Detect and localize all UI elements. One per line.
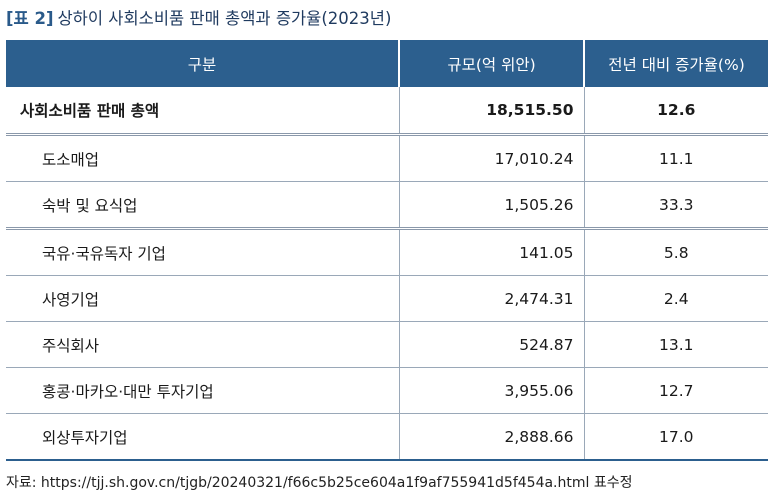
row-label: 사회소비품 판매 총액 — [6, 87, 399, 136]
row-growth: 33.3 — [583, 181, 768, 230]
row-label: 외상투자기업 — [6, 413, 399, 461]
row-value: 18,515.50 — [398, 87, 584, 136]
row-label: 숙박 및 요식업 — [6, 181, 399, 230]
row-growth: 11.1 — [583, 134, 768, 182]
row-label: 주식회사 — [6, 321, 399, 368]
row-value: 2,888.66 — [398, 413, 584, 461]
source-note: 자료: https://tjj.sh.gov.cn/tjgb/20240321/… — [6, 475, 633, 491]
table-title-text: 상하이 사회소비품 판매 총액과 증가율(2023년) — [57, 9, 392, 28]
table-row: 국유·국유독자 기업 141.05 5.8 — [6, 228, 768, 276]
table-row: 사영기업 2,474.31 2.4 — [6, 275, 768, 322]
sales-table: 구분 규모(억 위안) 전년 대비 증가율(%) 사회소비품 판매 총액 18,… — [6, 40, 768, 461]
row-label: 사영기업 — [6, 275, 399, 322]
row-value: 1,505.26 — [398, 181, 584, 230]
row-label: 국유·국유독자 기업 — [6, 228, 399, 276]
row-growth: 17.0 — [583, 413, 768, 461]
row-value: 141.05 — [398, 228, 584, 276]
row-growth: 12.6 — [583, 87, 768, 136]
row-growth: 2.4 — [583, 275, 768, 322]
row-growth: 12.7 — [583, 367, 768, 414]
row-value: 17,010.24 — [398, 134, 584, 182]
table-number: [표 2] — [6, 9, 54, 28]
header-growth: 전년 대비 증가율(%) — [583, 40, 768, 87]
row-value: 3,955.06 — [398, 367, 584, 414]
row-value: 524.87 — [398, 321, 584, 368]
table-row: 주식회사 524.87 13.1 — [6, 321, 768, 368]
table-row: 홍콩·마카오·대만 투자기업 3,955.06 12.7 — [6, 367, 768, 414]
table-title: [표 2] 상하이 사회소비품 판매 총액과 증가율(2023년) — [6, 6, 391, 32]
table-row-total: 사회소비품 판매 총액 18,515.50 12.6 — [6, 87, 768, 136]
table-row: 도소매업 17,010.24 11.1 — [6, 134, 768, 182]
table-row: 숙박 및 요식업 1,505.26 33.3 — [6, 181, 768, 230]
row-label: 도소매업 — [6, 134, 399, 182]
header-scale: 규모(억 위안) — [398, 40, 584, 87]
row-value: 2,474.31 — [398, 275, 584, 322]
header-category: 구분 — [6, 40, 399, 87]
table-header-row: 구분 규모(억 위안) 전년 대비 증가율(%) — [6, 40, 768, 87]
row-label: 홍콩·마카오·대만 투자기업 — [6, 367, 399, 414]
table-row: 외상투자기업 2,888.66 17.0 — [6, 413, 768, 461]
row-growth: 5.8 — [583, 228, 768, 276]
row-growth: 13.1 — [583, 321, 768, 368]
